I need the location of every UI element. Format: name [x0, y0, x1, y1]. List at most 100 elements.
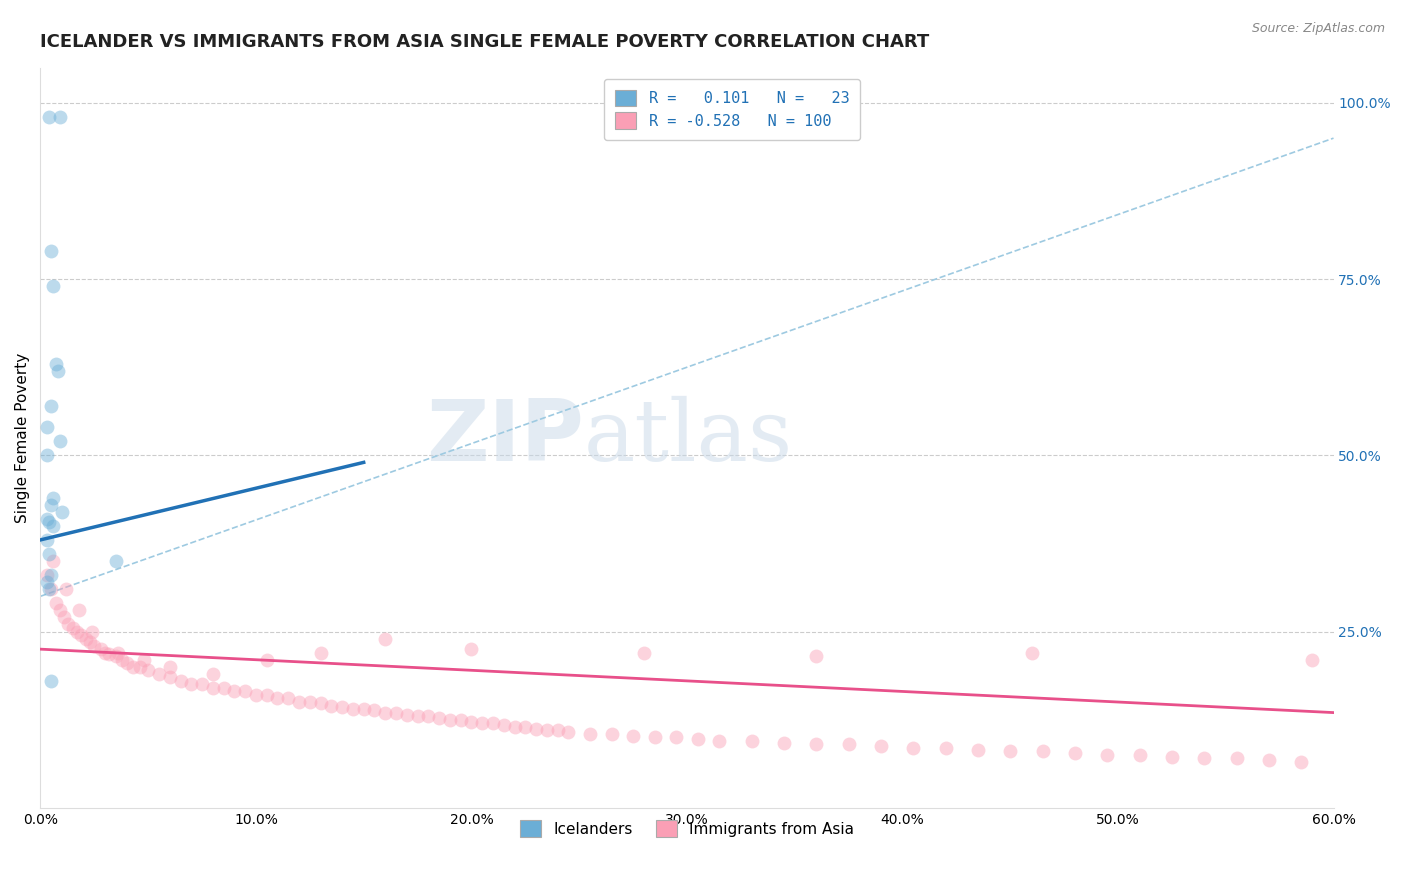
Point [298, 695, 321, 709]
Point [38, 547, 60, 561]
Point [935, 740, 957, 755]
Point [35, 568, 58, 582]
Point [38, 516, 60, 530]
Point [180, 677, 202, 691]
Point [309, 697, 332, 711]
Point [35, 533, 58, 547]
Point [104, 554, 127, 568]
Point [1032, 744, 1054, 758]
Point [75, 632, 97, 646]
Point [1095, 747, 1118, 762]
Legend: Icelanders, Immigrants from Asia: Icelanders, Immigrants from Asia [512, 813, 862, 845]
Point [53, 610, 76, 624]
Point [266, 691, 288, 706]
Point [1021, 646, 1043, 660]
Point [1301, 653, 1323, 667]
Point [579, 727, 602, 741]
Point [633, 646, 655, 660]
Point [111, 653, 134, 667]
Point [547, 723, 569, 738]
Point [70, 628, 93, 642]
Point [709, 733, 731, 747]
Point [353, 702, 375, 716]
Text: ICELANDER VS IMMIGRANTS FROM ASIA SINGLE FEMALE POVERTY CORRELATION CHART: ICELANDER VS IMMIGRANTS FROM ASIA SINGLE… [41, 33, 929, 51]
Point [44, 357, 66, 371]
Point [82, 624, 104, 639]
Point [903, 740, 925, 755]
Point [49, 110, 72, 124]
Point [39, 244, 62, 258]
Point [309, 646, 332, 660]
Text: Source: ZipAtlas.com: Source: ZipAtlas.com [1251, 22, 1385, 36]
Point [450, 713, 472, 727]
Point [439, 713, 461, 727]
Point [1128, 747, 1150, 762]
Point [42, 491, 65, 505]
Point [39, 673, 62, 688]
Point [122, 660, 145, 674]
Point [1289, 755, 1312, 769]
Point [35, 575, 58, 590]
Point [191, 677, 214, 691]
Point [128, 660, 150, 674]
Point [67, 603, 90, 617]
Point [460, 714, 482, 729]
Point [492, 717, 515, 731]
Point [406, 709, 429, 723]
Point [503, 720, 526, 734]
Point [1160, 750, 1182, 764]
Point [148, 666, 170, 681]
Point [159, 660, 181, 674]
Point [515, 720, 537, 734]
Point [665, 731, 688, 745]
Point [104, 649, 127, 664]
Point [321, 698, 343, 713]
Point [342, 702, 364, 716]
Point [471, 716, 494, 731]
Point [98, 647, 121, 661]
Point [806, 649, 828, 664]
Point [58, 617, 80, 632]
Point [1064, 746, 1087, 760]
Point [35, 420, 58, 434]
Point [66, 624, 89, 639]
Point [42, 554, 65, 568]
Point [159, 670, 181, 684]
Point [418, 709, 440, 723]
Point [1257, 753, 1279, 767]
Point [385, 706, 408, 720]
Point [39, 498, 62, 512]
Point [233, 684, 256, 698]
Point [806, 737, 828, 751]
Point [201, 666, 224, 681]
Point [94, 646, 117, 660]
Point [686, 731, 709, 746]
Point [256, 688, 278, 702]
Point [374, 706, 396, 720]
Point [741, 733, 763, 747]
Point [90, 642, 112, 657]
Point [374, 632, 396, 646]
Point [55, 582, 77, 597]
Point [1225, 751, 1247, 765]
Point [524, 722, 547, 736]
Point [35, 448, 58, 462]
Point [557, 724, 579, 739]
Point [870, 739, 893, 753]
Point [838, 737, 860, 751]
Point [427, 710, 450, 724]
Point [39, 568, 62, 582]
Point [38, 110, 60, 124]
Point [49, 434, 72, 449]
Point [42, 518, 65, 533]
Point [132, 653, 155, 667]
Point [201, 681, 224, 695]
Point [224, 684, 246, 698]
Point [1000, 744, 1022, 758]
Point [460, 642, 482, 657]
Point [277, 691, 299, 706]
Text: atlas: atlas [583, 396, 793, 479]
Point [482, 716, 505, 731]
Point [395, 707, 418, 722]
Y-axis label: Single Female Poverty: Single Female Poverty [15, 352, 30, 523]
